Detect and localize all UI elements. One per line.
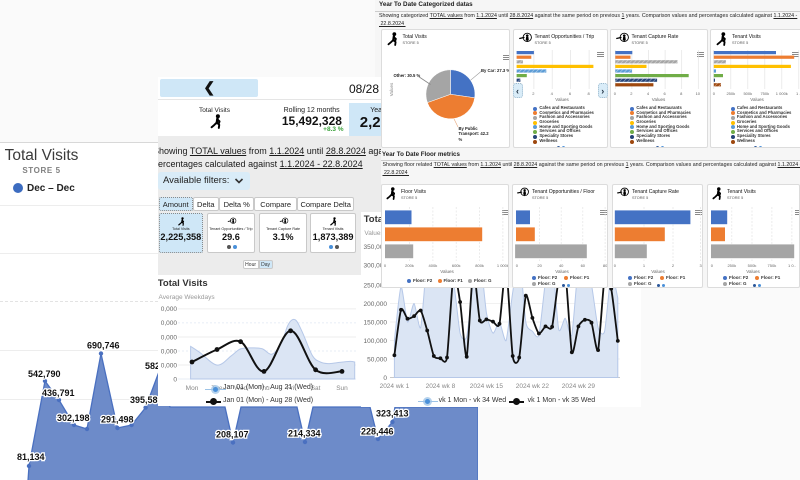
svg-text:81,134: 81,134 — [17, 452, 45, 462]
svg-text:0,000: 0,000 — [161, 320, 178, 327]
svg-text:0: 0 — [383, 375, 387, 382]
svg-text:350,000: 350,000 — [363, 244, 387, 251]
svg-text:291,498: 291,498 — [101, 415, 134, 425]
svg-text:2024 wk 29: 2024 wk 29 — [561, 383, 595, 390]
svg-text:2024 wk 8: 2024 wk 8 — [425, 383, 455, 390]
svg-text:Thu: Thu — [258, 385, 270, 392]
svg-text:208,107: 208,107 — [216, 430, 249, 440]
svg-text:214,334: 214,334 — [288, 429, 321, 439]
svg-text:0,000: 0,000 — [161, 348, 178, 355]
svg-text:323,413: 323,413 — [376, 409, 409, 419]
svg-text:0,000: 0,000 — [161, 334, 178, 341]
svg-text:2024 wk 1: 2024 wk 1 — [379, 383, 409, 390]
svg-text:Mon: Mon — [186, 385, 199, 392]
svg-text:2024 wk 15: 2024 wk 15 — [469, 383, 503, 390]
svg-text:0,000: 0,000 — [161, 306, 178, 313]
svg-text:690,746: 690,746 — [87, 341, 120, 351]
svg-text:300,000: 300,000 — [363, 262, 387, 269]
svg-text:250,000: 250,000 — [363, 282, 387, 289]
svg-text:Sun: Sun — [336, 385, 348, 392]
svg-text:150,000: 150,000 — [363, 319, 387, 326]
svg-text:436,791: 436,791 — [42, 388, 75, 398]
svg-text:302,198: 302,198 — [57, 413, 90, 423]
svg-text:2024 wk 22: 2024 wk 22 — [515, 383, 549, 390]
svg-text:Sat: Sat — [311, 385, 321, 392]
svg-text:50,000: 50,000 — [367, 356, 387, 363]
svg-text:395,589: 395,589 — [130, 395, 163, 405]
svg-text:100,000: 100,000 — [363, 338, 387, 345]
svg-text:542,790: 542,790 — [28, 369, 61, 379]
svg-text:Wed: Wed — [234, 385, 248, 392]
svg-text:0: 0 — [173, 376, 177, 383]
svg-text:0,000: 0,000 — [161, 362, 178, 369]
svg-text:Fri: Fri — [287, 385, 295, 392]
svg-text:228,446: 228,446 — [361, 427, 394, 437]
svg-text:200,000: 200,000 — [363, 301, 387, 308]
